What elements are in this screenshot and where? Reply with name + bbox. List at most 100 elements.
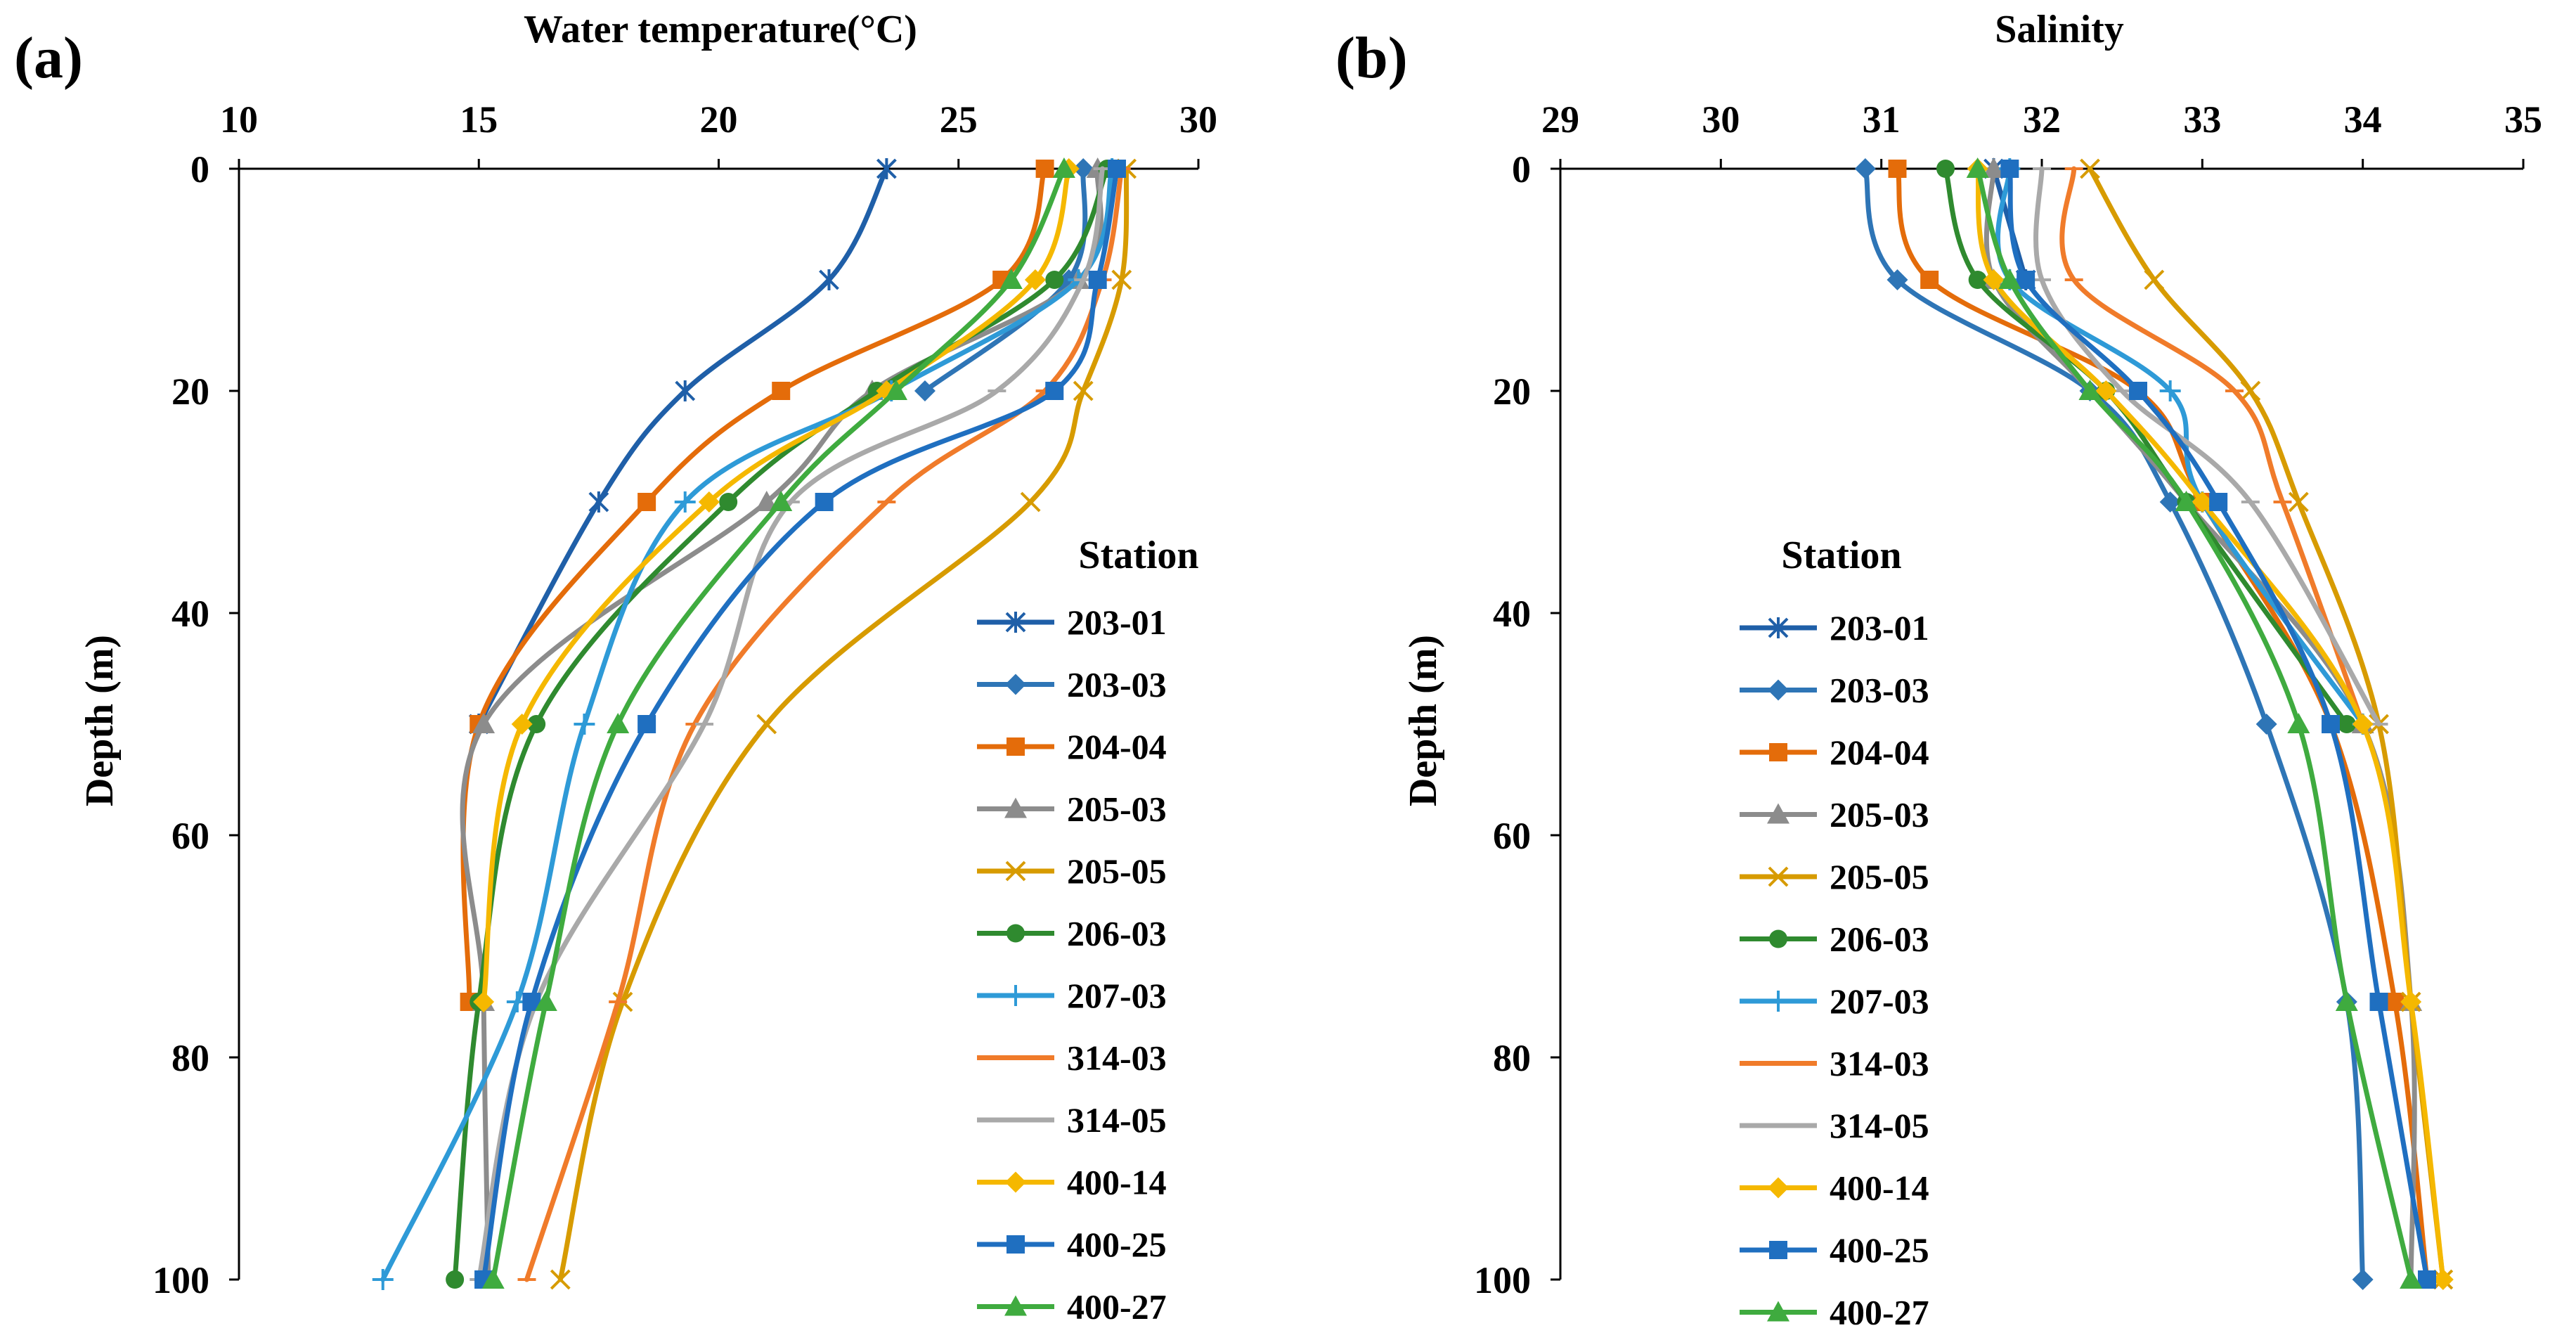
legend-marker-400-25: [1769, 1241, 1787, 1259]
y-tick-label: 20: [171, 371, 209, 413]
data-point-400-27: [607, 713, 630, 733]
x-tick-label: 30: [1179, 98, 1217, 141]
y-tick-label: 60: [1493, 815, 1531, 857]
data-point-400-27: [885, 380, 908, 400]
data-point-204-04: [1920, 271, 1939, 289]
legend-label: 203-03: [1067, 665, 1167, 704]
legend-item-400-14: 400-14: [977, 1163, 1167, 1202]
series-line-400-27: [491, 166, 1067, 1282]
series-205-05: [550, 158, 1137, 1290]
legend-label: 206-03: [1830, 920, 1929, 959]
series-400-27: [481, 157, 1075, 1289]
data-point-400-27: [1966, 157, 1989, 178]
data-point-205-05: [2288, 491, 2309, 513]
panel-b-axes: 29 30 31 32 33 34 35 0 20 40 60 80 100: [1474, 98, 2542, 1301]
data-point-400-27: [2335, 991, 2358, 1011]
legend-item-205-05: 205-05: [1740, 857, 1929, 896]
data-point-207-03: [2159, 380, 2181, 401]
data-point-400-25: [2369, 993, 2388, 1011]
legend-label: 400-25: [1830, 1230, 1929, 1270]
legend-marker-205-03: [1767, 803, 1789, 824]
legend-label: 204-04: [1067, 727, 1167, 766]
legend-marker-203-03: [1768, 679, 1789, 701]
data-point-400-14: [2432, 1269, 2454, 1290]
panel-a-label: (a): [14, 25, 83, 91]
legend-item-203-03: 203-03: [977, 665, 1167, 704]
data-point-205-05: [2240, 380, 2261, 401]
data-point-203-01: [876, 158, 897, 179]
data-point-206-03: [1045, 271, 1064, 289]
series-line-314-05: [2033, 166, 2381, 727]
legend-label: 205-05: [1067, 851, 1167, 891]
data-point-400-27: [2078, 380, 2102, 400]
data-point-203-03: [1886, 269, 1908, 290]
data-point-400-25: [2418, 1270, 2436, 1289]
legend-label: 314-03: [1830, 1044, 1929, 1083]
legend-label: 205-03: [1830, 795, 1929, 835]
data-point-203-01: [675, 380, 696, 401]
data-point-205-03: [1982, 157, 2005, 178]
y-tick-label: 0: [1512, 148, 1531, 191]
x-tick-label: 33: [2183, 98, 2221, 141]
legend-item-204-04: 204-04: [977, 727, 1167, 766]
legend-item-314-03: 314-03: [977, 1038, 1167, 1078]
data-point-203-03: [2159, 491, 2181, 513]
data-point-400-14: [698, 491, 720, 513]
series-400-27: [1966, 157, 2423, 1289]
data-point-206-03: [719, 493, 738, 511]
legend-marker-207-03: [1005, 985, 1026, 1006]
legend-label: 205-03: [1067, 790, 1167, 829]
legend-item-207-03: 207-03: [1740, 981, 1929, 1021]
data-point-400-14: [2400, 991, 2422, 1012]
data-point-400-14: [1983, 269, 2005, 290]
data-point-205-05: [2144, 269, 2165, 290]
data-point-400-27: [1052, 157, 1075, 178]
y-tick-label: 100: [153, 1259, 209, 1301]
legend-item-205-03: 205-03: [1740, 795, 1929, 835]
data-point-400-25: [815, 493, 834, 511]
y-tick-label: 40: [1493, 593, 1531, 635]
panel-b-series: [1854, 157, 2454, 1290]
legend-marker-206-03: [1769, 929, 1787, 948]
legend-label: 204-04: [1830, 733, 1929, 772]
series-line-205-05: [557, 166, 1130, 1282]
data-point-400-25: [1088, 271, 1107, 289]
legend-label: 203-03: [1830, 671, 1929, 710]
data-point-204-04: [772, 382, 791, 400]
data-point-206-03: [446, 1270, 465, 1289]
data-point-204-04: [1035, 160, 1054, 178]
legend-label: 400-14: [1067, 1163, 1167, 1202]
y-tick-label: 20: [1493, 371, 1531, 413]
legend-marker-203-01: [1768, 617, 1789, 638]
data-point-400-27: [770, 491, 793, 511]
series-line-400-27: [1975, 166, 2414, 1282]
x-tick-label: 31: [1863, 98, 1901, 141]
data-point-400-25: [2209, 493, 2228, 511]
data-point-400-27: [2400, 1268, 2423, 1289]
legend-marker-203-01: [1005, 612, 1026, 633]
legend-item-400-27: 400-27: [977, 1287, 1167, 1327]
legend-item-203-03: 203-03: [1740, 671, 1929, 710]
data-point-203-01: [819, 269, 839, 290]
legend-marker-205-03: [1004, 797, 1027, 818]
panel-a-legend: Station 203-01 203-03 204-04 205-03 205-05 20…: [977, 534, 1199, 1327]
series-line-400-25: [2007, 166, 2430, 1282]
legend-label: 203-01: [1830, 608, 1929, 648]
legend-item-400-14: 400-14: [1740, 1168, 1929, 1208]
x-tick-label: 35: [2504, 98, 2542, 141]
series-400-25: [2000, 160, 2436, 1289]
legend-item-314-05: 314-05: [977, 1100, 1167, 1140]
legend-item-314-03: 314-03: [1740, 1044, 1929, 1083]
panel-a-temperature: (a) Water temperature(°C) Depth (m) 10 15…: [14, 8, 1217, 1327]
data-point-203-03: [1073, 158, 1094, 179]
legend-item-207-03: 207-03: [977, 976, 1167, 1015]
x-tick-label: 20: [700, 98, 738, 141]
data-point-205-05: [1020, 491, 1041, 513]
legend-item-206-03: 206-03: [1740, 920, 1929, 959]
data-point-400-14: [511, 714, 533, 735]
data-point-206-03: [2337, 715, 2356, 733]
x-tick-label: 34: [2344, 98, 2382, 141]
legend-item-400-27: 400-27: [1740, 1293, 1929, 1332]
panel-a-ylabel: Depth (m): [78, 635, 122, 806]
